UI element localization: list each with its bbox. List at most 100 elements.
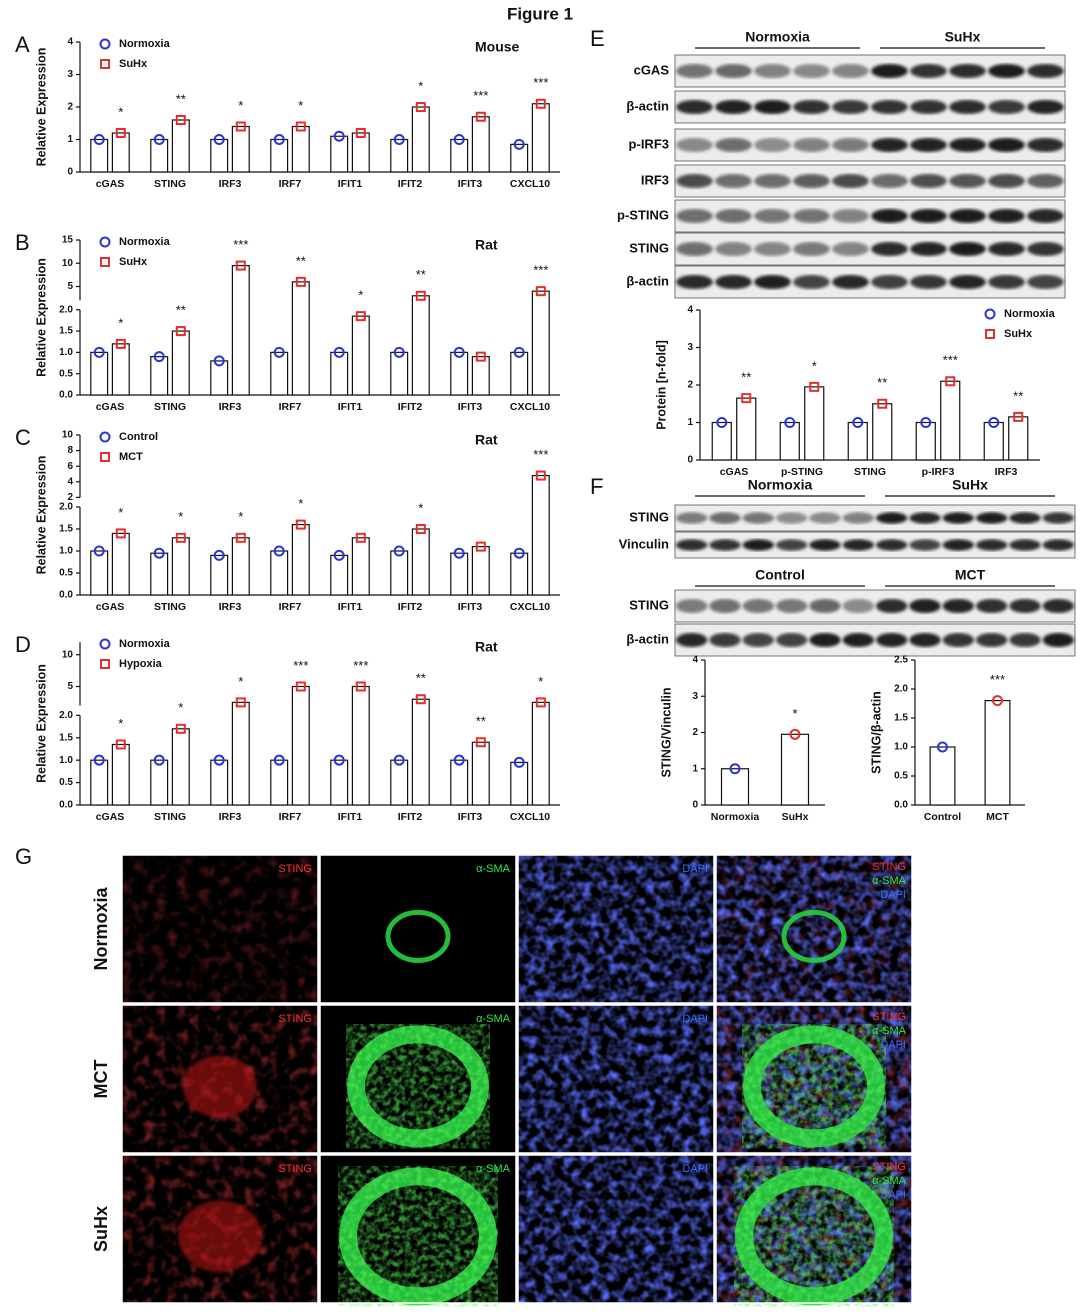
blot-band	[676, 632, 708, 648]
blot-band	[715, 63, 752, 79]
legend-marker	[99, 431, 111, 443]
legend-label: Normoxia	[119, 38, 171, 50]
row-label: STING	[629, 240, 669, 255]
bar	[291, 685, 310, 806]
bar	[471, 356, 490, 396]
blot-band	[715, 208, 752, 224]
blot-band	[871, 274, 908, 290]
y-tick-label: 3	[692, 691, 698, 702]
blot-band	[754, 63, 791, 79]
x-tick-label: STING	[154, 401, 186, 413]
x-tick-label: STING	[154, 601, 186, 613]
data-marker	[153, 547, 165, 559]
channel-label: α-SMA	[476, 1013, 511, 1025]
blot-band	[871, 99, 908, 115]
blot-band	[1027, 99, 1064, 115]
significance-label: ***	[293, 658, 308, 673]
bar	[450, 351, 469, 396]
bar	[210, 138, 229, 173]
data-marker	[535, 286, 546, 297]
x-tick-label: IRF7	[279, 401, 302, 413]
data-marker	[453, 547, 465, 559]
legend-label: MCT	[119, 451, 143, 463]
data-marker	[175, 115, 186, 125]
y-tick-label: 0.5	[59, 568, 73, 579]
blot-band	[1009, 512, 1041, 524]
row-label: MCT	[91, 1060, 111, 1099]
panel-label: E	[590, 26, 605, 51]
channel-label: α-SMA	[872, 1175, 907, 1187]
data-marker	[333, 754, 345, 766]
western-blots: E Normoxia SuHx cGAS β-actin p-IRF3 IRF3 p-STIN…	[590, 26, 1076, 657]
x-tick-label: cGAS	[96, 401, 125, 413]
significance-label: **	[176, 91, 186, 106]
significance-label: ***	[533, 263, 548, 278]
panel-label: B	[15, 230, 30, 255]
blue-channel	[518, 855, 714, 1003]
bar	[270, 138, 289, 173]
y-tick-label: 15	[62, 235, 74, 246]
y-tick-label: 1.5	[59, 524, 73, 535]
blot-band	[842, 539, 874, 551]
blot-band	[676, 63, 713, 79]
y-axis-label: STING/β-actin	[869, 691, 883, 774]
data-marker	[355, 681, 366, 692]
y-axis-label: Relative Expression	[34, 456, 48, 575]
x-tick-label: p-IRF3	[922, 466, 955, 478]
x-tick-label: IFIT1	[338, 811, 363, 823]
y-tick-label: 0.5	[59, 777, 73, 788]
bar	[1008, 416, 1029, 461]
blot-band	[1009, 632, 1041, 648]
blot-band	[1009, 539, 1041, 551]
blot-frame	[674, 589, 1076, 623]
bar-chart: STING/β-actin 0.0 0.5 1.0 1.5 2.0 2.5 Control MC…	[869, 655, 1025, 823]
blot-band	[832, 137, 869, 153]
y-tick-label: 5	[67, 681, 73, 692]
group-label: SuHx	[945, 29, 981, 45]
blot-band	[742, 598, 774, 614]
y-tick-label: 1.0	[894, 742, 908, 753]
blot-band	[832, 208, 869, 224]
y-tick-label: 2.0	[59, 304, 73, 315]
x-tick-label: CXCL10	[510, 178, 550, 190]
image-border	[715, 854, 913, 1004]
data-marker	[213, 549, 225, 561]
data-marker	[1013, 411, 1024, 422]
x-tick-label: IFIT3	[458, 811, 483, 823]
y-tick-label: 1.5	[59, 326, 73, 337]
data-marker	[295, 276, 306, 287]
data-marker	[513, 346, 525, 358]
data-marker	[213, 754, 225, 766]
blot-band	[832, 241, 869, 257]
significance-label: **	[877, 375, 887, 390]
data-marker	[235, 260, 246, 271]
blue-channel	[518, 1155, 714, 1303]
green-texture	[734, 1166, 894, 1307]
row-label: β-actin	[626, 98, 669, 113]
x-tick-label: IFIT3	[458, 601, 483, 613]
data-marker	[475, 541, 486, 552]
legend-label: SuHx	[1004, 328, 1033, 340]
y-axis-label: STING/Vinculin	[659, 687, 673, 777]
y-tick-label: 4	[67, 476, 73, 487]
blot-band	[988, 99, 1025, 115]
significance-label: *	[118, 505, 123, 520]
data-marker	[852, 417, 864, 428]
significance-label: ***	[990, 672, 1005, 687]
y-axis-label: Protein [n-fold]	[654, 340, 668, 430]
y-axis-label: Relative Expression	[34, 48, 48, 167]
x-tick-label: IFIT1	[338, 401, 363, 413]
blot-band	[793, 63, 830, 79]
bar	[330, 135, 349, 173]
blot-band	[832, 173, 869, 189]
bar	[847, 421, 868, 461]
blot-band	[676, 99, 713, 115]
data-marker	[513, 756, 525, 768]
data-marker	[415, 290, 426, 301]
y-tick-label: 3	[67, 69, 73, 80]
x-tick-label: cGAS	[96, 811, 125, 823]
y-tick-label: 4	[687, 305, 693, 316]
blot-band	[1042, 632, 1075, 648]
bar	[210, 360, 229, 396]
blot-band	[876, 598, 908, 614]
